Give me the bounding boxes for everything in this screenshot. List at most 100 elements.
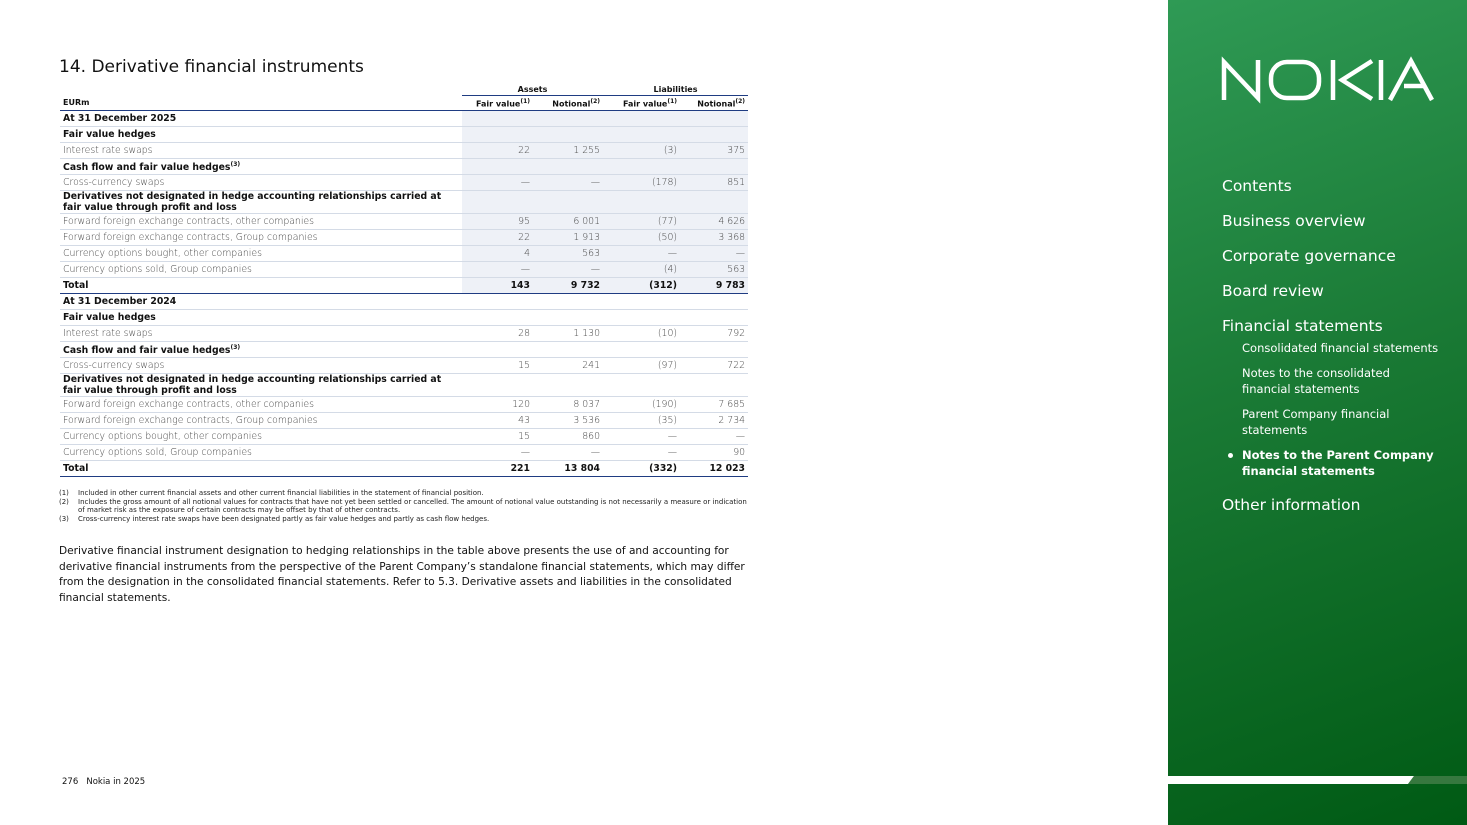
column-header-text: EURm: [63, 98, 90, 108]
value-cell: —: [603, 245, 681, 262]
row-label: Interest rate swaps: [60, 325, 462, 342]
value-cell: —: [533, 261, 604, 278]
derivatives-table: Assets Liabilities EURm Fair value(1) Notion…: [60, 83, 749, 477]
table-section: At 31 December 2024 Fair value hedges Inte…: [60, 293, 749, 477]
value-cell: (97): [603, 357, 681, 374]
nokia-logo: [1221, 56, 1434, 104]
group-title-row: Cash flow and fair value hedges(3): [60, 341, 749, 358]
navigation: Contents Business overview Corporate gover…: [1222, 176, 1442, 530]
empty-cell: [680, 126, 749, 143]
empty-cell: [462, 126, 533, 143]
nav-subitem[interactable]: Notes to the Parent Company financial st…: [1228, 447, 1442, 480]
value-cell: —: [603, 428, 681, 445]
page-number: 276: [62, 777, 79, 787]
value-cell: 28: [462, 325, 533, 342]
value-cell: 22: [462, 142, 533, 159]
empty-cell: [680, 158, 749, 175]
empty-cell: [533, 190, 604, 214]
section-heading-row: At 31 December 2024: [60, 293, 749, 310]
value-cell: —: [462, 174, 533, 191]
nav-label[interactable]: Contents: [1222, 177, 1292, 195]
row-label: Forward foreign exchange contracts, othe…: [60, 396, 462, 413]
row-label-text: At 31 December 2025: [63, 113, 177, 124]
nav-item[interactable]: Board review: [1222, 281, 1442, 301]
empty-cell: [603, 293, 681, 310]
value-cell: 95: [462, 213, 533, 230]
value-cell: (77): [603, 213, 681, 230]
data-row: Currency options bought, other companies…: [60, 428, 749, 445]
row-label: Fair value hedges: [60, 126, 462, 143]
nav-item[interactable]: Other information: [1222, 495, 1442, 515]
nav-subitem[interactable]: Parent Company financial statements: [1242, 406, 1390, 438]
value-cell: 3 368: [680, 229, 749, 246]
sidebar-graphics: [1168, 56, 1467, 784]
nav-label[interactable]: Business overview: [1222, 212, 1366, 230]
group-header-row: Assets Liabilities: [60, 83, 749, 96]
value-cell: 8 037: [533, 396, 604, 413]
nav-item[interactable]: Contents: [1222, 176, 1442, 196]
footnote-marker: (3): [59, 514, 69, 523]
empty-cell: [603, 341, 681, 358]
value-cell: (190): [603, 396, 681, 413]
value-cell: 9 732: [533, 277, 604, 294]
footnote: (3) Cross-currency interest rate swaps ha…: [59, 515, 751, 524]
row-label: At 31 December 2024: [60, 293, 462, 310]
empty-cell: [680, 293, 749, 310]
footnote-ref: (3): [230, 344, 241, 352]
value-cell: —: [462, 261, 533, 278]
row-label: Forward foreign exchange contracts, Grou…: [60, 412, 462, 429]
row-label: Currency options bought, other companies: [60, 428, 462, 445]
value-cell: 1 913: [533, 229, 604, 246]
value-cell: —: [462, 444, 533, 461]
nav-label[interactable]: Board review: [1222, 282, 1324, 300]
empty-cell: [603, 190, 681, 214]
value-cell: 90: [680, 444, 749, 461]
nav-item[interactable]: Financial statements Consolidated financi…: [1222, 316, 1442, 480]
nav-subitem[interactable]: Consolidated financial statements: [1242, 341, 1439, 355]
publication-name: Nokia in 2025: [86, 777, 146, 787]
value-cell: 4: [462, 245, 533, 262]
data-row: Currency options sold, Group companies — —…: [60, 444, 749, 461]
data-row: Interest rate swaps 22 1 255 (3) 375: [60, 142, 749, 159]
nav-label[interactable]: Other information: [1222, 495, 1361, 514]
data-row: Currency options sold, Group companies — —…: [60, 261, 749, 278]
empty-cell: [462, 309, 533, 326]
footnote-marker: (1): [59, 489, 69, 497]
row-label-text: At 31 December 2024: [63, 296, 177, 307]
value-cell: 3 536: [533, 412, 604, 429]
empty-cell: [462, 110, 533, 127]
footnote-ref: (1): [520, 98, 530, 106]
row-label: Total: [60, 460, 462, 477]
nav-label[interactable]: Corporate governance: [1222, 247, 1396, 265]
nav-item[interactable]: Business overview: [1222, 211, 1442, 231]
value-cell: 143: [462, 277, 533, 294]
row-label-text: Fair value hedges: [63, 129, 156, 140]
value-cell: (3): [603, 142, 681, 159]
footnote-ref: (2): [590, 98, 601, 106]
value-cell: —: [533, 174, 604, 191]
data-row: Currency options bought, other companies…: [60, 245, 749, 262]
empty-cell: [603, 126, 681, 143]
total-row: Total 143 9 732 (312) 9 783: [60, 277, 749, 294]
value-cell: 4 626: [680, 213, 749, 230]
nav-label[interactable]: Financial statements: [1222, 317, 1383, 335]
value-cell: (4): [603, 261, 681, 278]
nav-subitem[interactable]: Notes to the consolidated financial stat…: [1242, 365, 1390, 397]
value-cell: 13 804: [533, 460, 604, 477]
footnote-text: Includes the gross amount of all notiona…: [78, 497, 747, 515]
row-label: Interest rate swaps: [60, 142, 462, 159]
column-header-text: Notional: [552, 99, 591, 109]
value-cell: 1 255: [533, 142, 604, 159]
column-header-text: Notional: [697, 99, 736, 109]
table-head: Assets Liabilities EURm Fair value(1) Notion…: [60, 83, 749, 111]
empty-cell: [680, 309, 749, 326]
data-row: Interest rate swaps 28 1 130 (10) 792: [60, 325, 749, 342]
row-label: Derivatives not designated in hedge acco…: [60, 190, 462, 214]
empty-cell: [603, 309, 681, 326]
empty-cell: [603, 158, 681, 175]
row-label: Derivatives not designated in hedge acco…: [60, 373, 462, 397]
section-heading-row: At 31 December 2025: [60, 110, 749, 127]
nav-item[interactable]: Corporate governance: [1222, 246, 1442, 266]
data-row: Cross-currency swaps 15 241 (97) 722: [60, 357, 749, 374]
